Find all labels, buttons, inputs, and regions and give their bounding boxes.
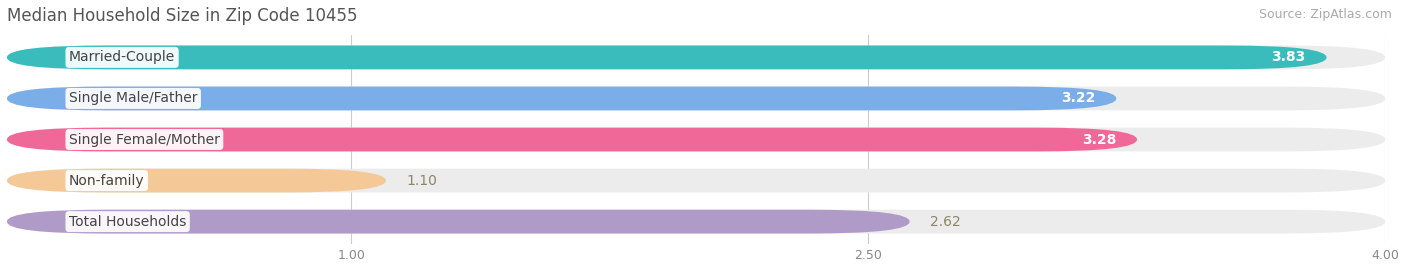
Text: Source: ZipAtlas.com: Source: ZipAtlas.com	[1258, 8, 1392, 21]
FancyBboxPatch shape	[7, 87, 1385, 110]
Text: Total Households: Total Households	[69, 215, 187, 229]
FancyBboxPatch shape	[7, 128, 1385, 151]
FancyBboxPatch shape	[7, 169, 385, 193]
FancyBboxPatch shape	[7, 128, 1137, 151]
FancyBboxPatch shape	[7, 169, 1385, 193]
Text: Single Female/Mother: Single Female/Mother	[69, 133, 219, 147]
FancyBboxPatch shape	[7, 210, 1385, 233]
Text: Married-Couple: Married-Couple	[69, 50, 176, 64]
Text: Single Male/Father: Single Male/Father	[69, 91, 197, 105]
FancyBboxPatch shape	[7, 45, 1326, 69]
Text: 3.83: 3.83	[1271, 50, 1306, 64]
FancyBboxPatch shape	[7, 87, 1116, 110]
Text: 3.22: 3.22	[1062, 91, 1095, 105]
FancyBboxPatch shape	[7, 45, 1385, 69]
Text: 3.28: 3.28	[1083, 133, 1116, 147]
Text: Median Household Size in Zip Code 10455: Median Household Size in Zip Code 10455	[7, 7, 357, 25]
FancyBboxPatch shape	[7, 210, 910, 233]
Text: 1.10: 1.10	[406, 174, 437, 187]
Text: 2.62: 2.62	[931, 215, 962, 229]
Text: Non-family: Non-family	[69, 174, 145, 187]
